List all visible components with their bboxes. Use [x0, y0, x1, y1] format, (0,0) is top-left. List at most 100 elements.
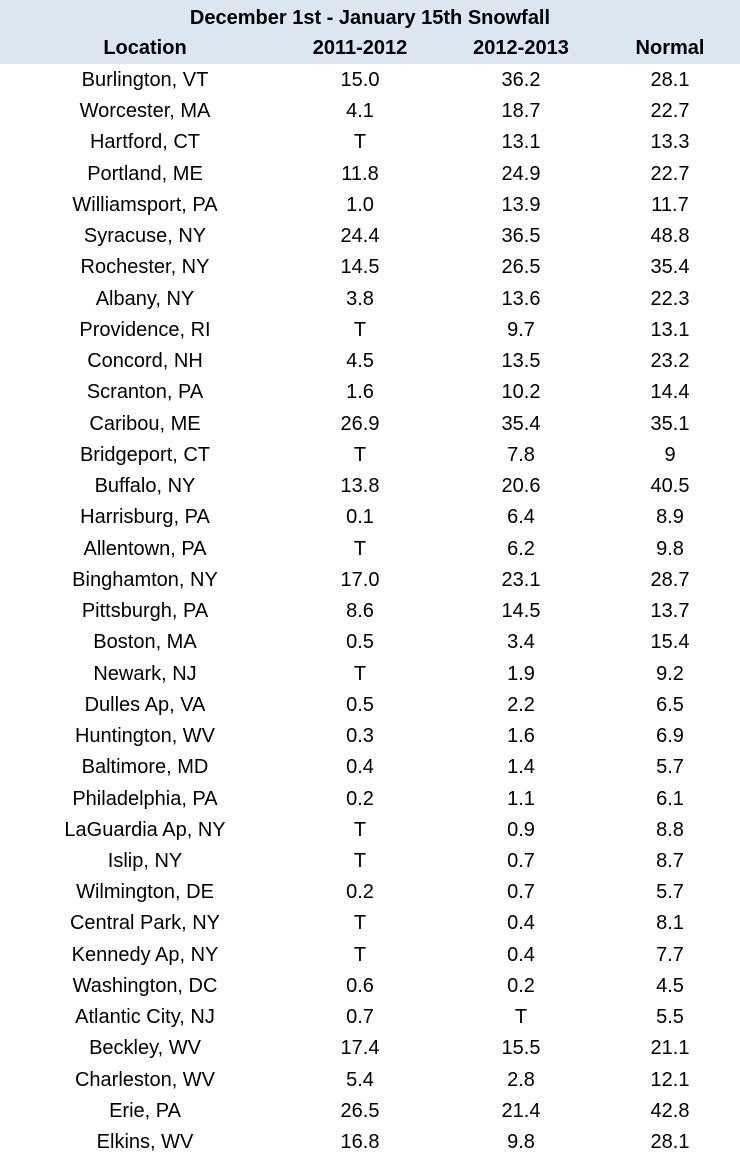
value-cell: 8.9 [656, 506, 684, 529]
value-cell: 10.2 [501, 381, 541, 404]
value-cell: T [353, 662, 367, 685]
column-header: 2012-2013 [473, 37, 569, 59]
location-cell: Huntington, WV [74, 725, 216, 748]
value-cell: 13.1 [501, 131, 541, 154]
value-cell: 22.7 [650, 162, 690, 185]
value-cell: 13.9 [501, 193, 541, 216]
value-cell: 26.5 [501, 256, 541, 279]
value-cell: 13.3 [650, 131, 690, 154]
value-cell: 0.5 [346, 693, 374, 716]
value-cell: 36.2 [501, 69, 541, 91]
value-cell: 28.7 [650, 568, 690, 591]
value-cell: 36.5 [501, 225, 541, 248]
value-cell: 9.8 [656, 537, 684, 560]
value-cell: 11.8 [341, 162, 379, 185]
value-cell: 6.4 [507, 506, 535, 529]
value-cell: 15.5 [501, 1037, 541, 1060]
value-cell: T [353, 318, 367, 341]
value-cell: 0.7 [346, 1006, 374, 1029]
value-cell: 14.5 [340, 256, 380, 279]
location-cell: Wilmington, DE [76, 881, 214, 904]
value-cell: 0.3 [346, 725, 374, 748]
value-cell: 15.0 [340, 69, 380, 91]
value-cell: 35.1 [650, 412, 690, 435]
location-cell: Worcester, MA [79, 100, 211, 123]
value-cell: 2.8 [507, 1068, 535, 1091]
location-cell: Allentown, PA [83, 537, 207, 560]
value-cell: 8.8 [656, 818, 684, 841]
value-cell: 28.1 [650, 69, 690, 91]
value-cell: 17.0 [340, 568, 380, 591]
value-cell: 0.7 [507, 881, 535, 904]
value-cell: 9.2 [656, 662, 684, 685]
value-cell: T [353, 131, 367, 154]
value-cell: 9 [664, 443, 676, 466]
column-header: 2011-2012 [312, 37, 408, 59]
location-cell: Buffalo, NY [94, 475, 196, 498]
value-cell: 0.4 [507, 943, 535, 966]
location-cell: Washington, DC [72, 974, 218, 997]
location-cell: Atlantic City, NJ [75, 1006, 215, 1029]
location-cell: Caribou, ME [89, 412, 201, 435]
value-cell: T [353, 818, 367, 841]
location-cell: Burlington, VT [81, 69, 209, 91]
value-cell: 5.7 [656, 756, 684, 779]
value-cell: 21.4 [501, 1099, 541, 1122]
value-cell: 14.4 [650, 381, 690, 404]
value-cell: 35.4 [501, 412, 541, 435]
value-cell: 9.8 [507, 1131, 535, 1154]
value-cell: 22.7 [650, 100, 690, 123]
location-cell: Harrisburg, PA [80, 506, 210, 529]
value-cell: 7.8 [507, 443, 535, 466]
value-cell: 0.2 [507, 974, 535, 997]
value-cell: 3.4 [507, 631, 535, 654]
value-cell: 4.5 [656, 974, 684, 997]
value-cell: 1.6 [507, 725, 535, 748]
location-cell: Charleston, WV [74, 1068, 216, 1091]
value-cell: 4.1 [346, 100, 374, 123]
location-cell: Islip, NY [107, 850, 183, 872]
location-cell: Elkins, WV [96, 1131, 194, 1154]
value-cell: 1.1 [507, 787, 535, 810]
value-cell: 13.1 [650, 318, 690, 341]
value-cell: 6.9 [656, 725, 684, 748]
location-cell: Rochester, NY [80, 256, 210, 279]
location-cell: Scranton, PA [86, 381, 204, 404]
location-cell: Pittsburgh, PA [81, 600, 209, 623]
value-cell: 3.8 [346, 287, 374, 310]
value-cell: T [353, 850, 367, 872]
value-cell: 5.4 [346, 1068, 374, 1091]
value-cell: 13.8 [340, 475, 380, 498]
location-cell: Central Park, NY [69, 912, 221, 935]
value-cell: 7.7 [656, 943, 684, 966]
value-cell: 1.4 [507, 756, 535, 779]
value-cell: 0.5 [346, 631, 374, 654]
value-cell: 0.9 [507, 818, 535, 841]
location-cell: Providence, RI [79, 318, 211, 341]
location-cell: Philadelphia, PA [72, 787, 218, 810]
value-cell: 20.6 [501, 475, 541, 498]
value-cell: 11.7 [651, 193, 689, 216]
location-cell: Erie, PA [109, 1099, 181, 1122]
location-cell: Dulles Ap, VA [84, 693, 206, 716]
value-cell: 1.6 [346, 381, 374, 404]
value-cell: 8.6 [346, 600, 374, 623]
location-cell: Newark, NJ [93, 662, 197, 685]
location-cell: Syracuse, NY [83, 225, 207, 248]
value-cell: 22.3 [650, 287, 690, 310]
location-cell: Kennedy Ap, NY [71, 943, 219, 966]
location-cell: Williamsport, PA [72, 193, 218, 216]
value-cell: 28.1 [650, 1131, 690, 1154]
value-cell: 26.9 [340, 412, 380, 435]
value-cell: 15.4 [650, 631, 690, 654]
header-band [0, 0, 740, 64]
value-cell: 4.5 [346, 350, 374, 373]
location-cell: Portland, ME [87, 162, 203, 185]
value-cell: 13.7 [650, 600, 690, 623]
value-cell: 14.5 [501, 600, 541, 623]
value-cell: 23.2 [650, 350, 690, 373]
value-cell: 35.4 [650, 256, 690, 279]
value-cell: 16.8 [340, 1131, 380, 1154]
value-cell: 9.7 [507, 318, 535, 341]
